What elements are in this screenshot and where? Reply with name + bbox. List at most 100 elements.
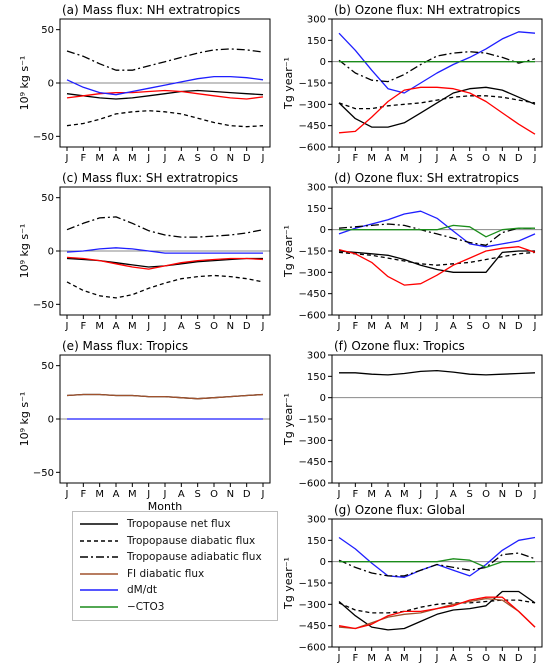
x-tick-label: A [113, 321, 120, 332]
x-tick-label: F [80, 321, 86, 332]
series-diabatic [338, 251, 536, 266]
x-tick-label: M [400, 489, 409, 500]
x-tick-label: D [515, 321, 523, 332]
series-dmdt [66, 75, 264, 96]
x-tick-label: A [113, 153, 120, 164]
legend-label: Tropopause adiabatic flux [127, 551, 262, 564]
x-tick-label: J [435, 653, 439, 663]
x-tick-label: J [337, 489, 341, 500]
y-axis-label: 10⁹ kg s⁻¹ [18, 224, 31, 279]
x-tick-label: M [128, 153, 137, 164]
panel-title: (f) Ozone flux: Tropics [334, 339, 465, 353]
y-axis-label: Tg year⁻¹ [282, 557, 295, 610]
legend-item: Tropopause adiabatic flux [79, 549, 271, 566]
y-tick-label: −150 [299, 247, 326, 258]
y-axis-label: Tg year⁻¹ [282, 393, 295, 446]
x-tick-label: A [178, 321, 185, 332]
x-tick-label: F [80, 153, 86, 164]
series-dmdt [338, 31, 536, 94]
x-tick-label: D [515, 653, 523, 663]
y-tick-label: 0 [48, 79, 54, 90]
series-red [338, 86, 536, 135]
series-net [338, 250, 535, 273]
x-tick-label: O [210, 153, 218, 164]
x-tick-label: J [65, 489, 69, 500]
y-axis-label: Tg year⁻¹ [282, 57, 295, 110]
x-tick-label: J [163, 489, 167, 500]
x-tick-label: N [499, 153, 506, 164]
y-tick-label: 50 [41, 25, 54, 36]
x-tick-label: F [352, 153, 358, 164]
series-red [338, 596, 536, 630]
x-tick-label: S [194, 321, 200, 332]
x-tick-label: M [400, 153, 409, 164]
x-tick-label: J [533, 321, 537, 332]
y-tick-label: 300 [307, 15, 326, 26]
x-axis-label: Month [148, 500, 183, 513]
series-dmdt [66, 247, 263, 254]
panel-c: 500−50J F M A M J J A S O N D J(c) Mass flux: SH ext… [18, 171, 271, 332]
x-tick-label: D [515, 153, 523, 164]
x-tick-label: O [482, 321, 490, 332]
y-tick-label: −50 [33, 132, 54, 143]
x-tick-label: M [367, 153, 376, 164]
series-net [66, 89, 264, 100]
x-tick-label: S [466, 653, 472, 663]
x-tick-label: N [499, 653, 506, 663]
x-tick-label: J [435, 153, 439, 164]
x-tick-label: J [533, 653, 537, 663]
x-tick-label: D [243, 321, 251, 332]
x-tick-label: N [499, 321, 506, 332]
x-tick-label: J [337, 653, 341, 663]
legend: Tropopause net flux Tropopause diabatic f… [72, 511, 278, 621]
y-tick-label: −450 [299, 621, 326, 632]
plot-frame [331, 186, 543, 316]
x-tick-label: A [178, 153, 185, 164]
x-tick-label: J [418, 153, 422, 164]
y-tick-label: 50 [41, 193, 54, 204]
x-tick-label: J [533, 153, 537, 164]
y-tick-label: 0 [320, 225, 326, 236]
y-tick-label: −600 [299, 479, 326, 490]
series-adiabatic [66, 216, 264, 238]
y-tick-label: −300 [299, 436, 326, 447]
legend-item: −CTO3 [79, 599, 271, 616]
y-tick-label: −600 [299, 643, 326, 654]
y-tick-label: 150 [307, 36, 326, 47]
y-tick-label: 0 [320, 57, 326, 68]
series-diabatic [66, 274, 264, 299]
x-tick-label: N [227, 489, 234, 500]
panel-title: (c) Mass flux: SH extratropics [62, 171, 238, 185]
x-tick-label: A [450, 489, 457, 500]
x-tick-label: J [261, 489, 265, 500]
legend-swatch [79, 569, 119, 579]
y-tick-label: −150 [299, 415, 326, 426]
series-net [339, 369, 536, 376]
plot-frame [331, 518, 543, 648]
y-tick-label: −600 [299, 311, 326, 322]
x-tick-label: D [243, 153, 251, 164]
legend-swatch [79, 585, 119, 595]
series-adiabatic [338, 223, 535, 246]
y-tick-label: 0 [48, 415, 54, 426]
series-net [338, 590, 536, 631]
series-fi [66, 393, 264, 400]
y-tick-label: 300 [307, 183, 326, 194]
x-tick-label: J [261, 153, 265, 164]
plot-frame [331, 18, 543, 148]
y-tick-label: −50 [33, 468, 54, 479]
x-tick-label: O [210, 321, 218, 332]
legend-label: Tropopause net flux [127, 518, 231, 531]
x-tick-label: J [337, 321, 341, 332]
x-tick-label: F [352, 489, 358, 500]
x-tick-label: D [243, 489, 251, 500]
y-tick-label: −300 [299, 100, 326, 111]
y-tick-label: −600 [299, 143, 326, 154]
legend-label: −CTO3 [127, 600, 165, 613]
series-red [66, 256, 264, 270]
x-tick-label: M [95, 153, 104, 164]
